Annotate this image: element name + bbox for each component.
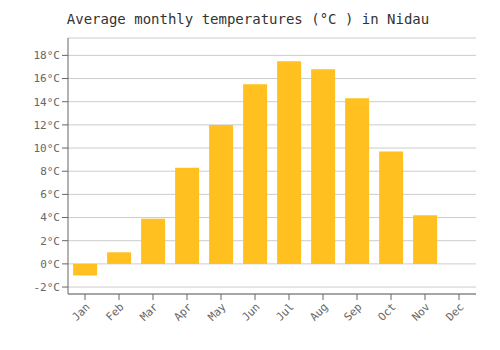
- svg-text:2°C: 2°C: [40, 235, 60, 248]
- svg-text:Sep: Sep: [341, 300, 364, 323]
- svg-text:8°C: 8°C: [40, 165, 60, 178]
- svg-text:Mar: Mar: [137, 300, 161, 324]
- svg-text:0°C: 0°C: [40, 258, 60, 271]
- svg-text:10°C: 10°C: [34, 142, 61, 155]
- svg-text:4°C: 4°C: [40, 211, 60, 224]
- svg-text:Jul: Jul: [273, 300, 296, 323]
- svg-text:6°C: 6°C: [40, 188, 60, 201]
- svg-text:12°C: 12°C: [34, 119, 61, 132]
- svg-text:-2°C: -2°C: [34, 281, 61, 294]
- svg-text:Oct: Oct: [375, 300, 398, 323]
- svg-text:Feb: Feb: [103, 300, 126, 323]
- svg-text:Aug: Aug: [307, 300, 330, 323]
- svg-text:Jan: Jan: [69, 300, 92, 323]
- svg-text:Dec: Dec: [443, 300, 466, 323]
- svg-text:Nov: Nov: [409, 300, 433, 324]
- svg-text:May: May: [205, 300, 229, 324]
- svg-text:14°C: 14°C: [34, 96, 61, 109]
- svg-text:16°C: 16°C: [34, 72, 61, 85]
- svg-text:18°C: 18°C: [34, 49, 61, 62]
- html-text:Average monthly temperatures (: Average monthly temperatures (°C ) in Ni…: [66, 11, 430, 27]
- svg-text:Jun: Jun: [239, 300, 262, 323]
- svg-text:Apr: Apr: [171, 300, 195, 324]
